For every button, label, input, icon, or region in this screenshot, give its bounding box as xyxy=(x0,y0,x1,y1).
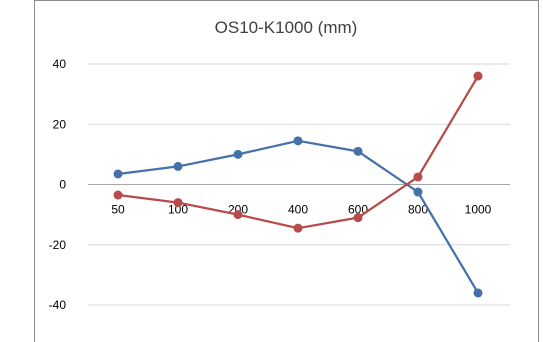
data-point xyxy=(353,213,363,223)
data-point xyxy=(233,210,243,220)
data-point xyxy=(473,288,483,298)
y-tick-label: -40 xyxy=(49,298,67,312)
data-point xyxy=(413,172,423,182)
series-1-line xyxy=(117,139,479,294)
data-point xyxy=(173,198,183,208)
data-point xyxy=(173,161,183,171)
data-point xyxy=(233,149,243,159)
x-tick-label: 100 xyxy=(168,203,188,217)
data-point xyxy=(413,187,423,197)
series-layer xyxy=(113,71,483,298)
y-tick-label: 0 xyxy=(59,178,66,192)
data-point xyxy=(113,169,123,179)
data-point xyxy=(473,71,483,81)
y-tick-label: 20 xyxy=(53,117,67,131)
y-tick-label: 40 xyxy=(53,57,67,71)
data-point xyxy=(113,190,123,200)
series-2 xyxy=(113,71,483,233)
x-tick-label: 400 xyxy=(288,203,308,217)
data-point xyxy=(353,146,363,156)
chart-title: OS10-K1000 (mm) xyxy=(215,18,358,37)
x-tick-label: 50 xyxy=(111,203,125,217)
grid-lines xyxy=(88,63,510,306)
x-axis-ticks: 50 100 200 400 600 800 1000 xyxy=(111,203,491,217)
y-axis-ticks: -40 -20 0 20 40 xyxy=(49,57,67,312)
x-tick-label: 1000 xyxy=(465,203,492,217)
data-point xyxy=(293,223,303,233)
data-point xyxy=(293,136,303,146)
x-tick-label: 800 xyxy=(408,203,428,217)
series-1 xyxy=(113,136,483,298)
y-tick-label: -20 xyxy=(49,238,67,252)
